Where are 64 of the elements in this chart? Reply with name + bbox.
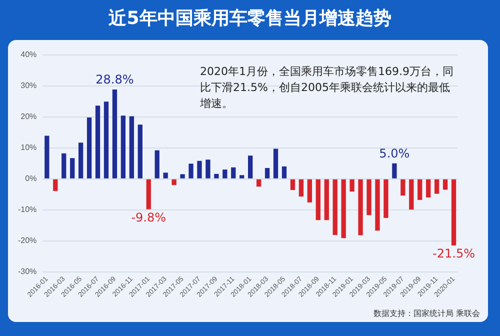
data-label: 28.8% xyxy=(96,72,134,87)
bar xyxy=(53,179,58,191)
bar xyxy=(400,179,406,196)
data-label: -9.8% xyxy=(131,210,166,224)
bar xyxy=(222,170,228,178)
y-tick-label: 20% xyxy=(20,112,37,122)
bar xyxy=(434,179,440,194)
y-tick-label: 10% xyxy=(20,143,37,152)
text: 数据支持：国家统计局 乘联会 xyxy=(373,308,480,319)
bar xyxy=(290,179,296,190)
y-tick-label: 40% xyxy=(20,50,37,60)
bar xyxy=(180,174,185,178)
bar xyxy=(426,179,431,198)
y-tick-label: -30% xyxy=(18,267,37,276)
bar xyxy=(442,179,448,190)
y-tick-label: 30% xyxy=(20,81,37,90)
y-tick-label: 0% xyxy=(25,174,37,184)
bar xyxy=(358,179,363,236)
data-label: 5.0% xyxy=(379,146,410,160)
bar xyxy=(214,174,219,178)
bar xyxy=(273,148,278,178)
bar xyxy=(104,102,109,178)
bar xyxy=(206,160,210,178)
chart-title: 近5年中国乘用车零售当月增速趋势 xyxy=(108,7,392,30)
bar xyxy=(120,116,126,178)
bar xyxy=(298,179,304,197)
bar xyxy=(341,179,346,238)
bar xyxy=(138,124,142,178)
bar xyxy=(366,179,372,216)
bar xyxy=(316,179,320,220)
bar xyxy=(392,163,397,178)
bar xyxy=(384,179,388,218)
bar xyxy=(95,106,100,178)
bar xyxy=(418,179,422,200)
bar xyxy=(307,179,312,202)
bar xyxy=(163,172,168,178)
bar xyxy=(451,179,456,246)
bar xyxy=(86,117,92,178)
bar xyxy=(146,179,151,210)
bar xyxy=(197,160,202,178)
data-label: -21.5% xyxy=(432,246,475,261)
bar xyxy=(409,179,414,210)
bar xyxy=(240,175,244,178)
bar xyxy=(324,179,329,220)
bar xyxy=(350,179,354,192)
bar xyxy=(248,156,253,178)
annotation: 2020年1月份，全国乘用车市场零售169.9万台，同比下滑21.5%，创自2005年乘联会统计以来的最低增速。 xyxy=(200,64,454,112)
y-tick-label: -20% xyxy=(18,236,37,246)
bar xyxy=(62,153,66,178)
y-tick-label: -10% xyxy=(18,205,37,214)
bar xyxy=(154,150,160,178)
bar xyxy=(70,158,75,178)
bar xyxy=(188,164,194,178)
bar xyxy=(264,168,270,178)
bar xyxy=(231,167,236,178)
bar xyxy=(44,136,50,178)
bar xyxy=(129,116,134,178)
bar xyxy=(256,179,262,187)
bar xyxy=(282,166,287,178)
bar xyxy=(172,179,176,186)
bar xyxy=(112,90,118,178)
bar xyxy=(78,142,84,178)
bar xyxy=(375,179,380,231)
bar xyxy=(332,179,338,235)
